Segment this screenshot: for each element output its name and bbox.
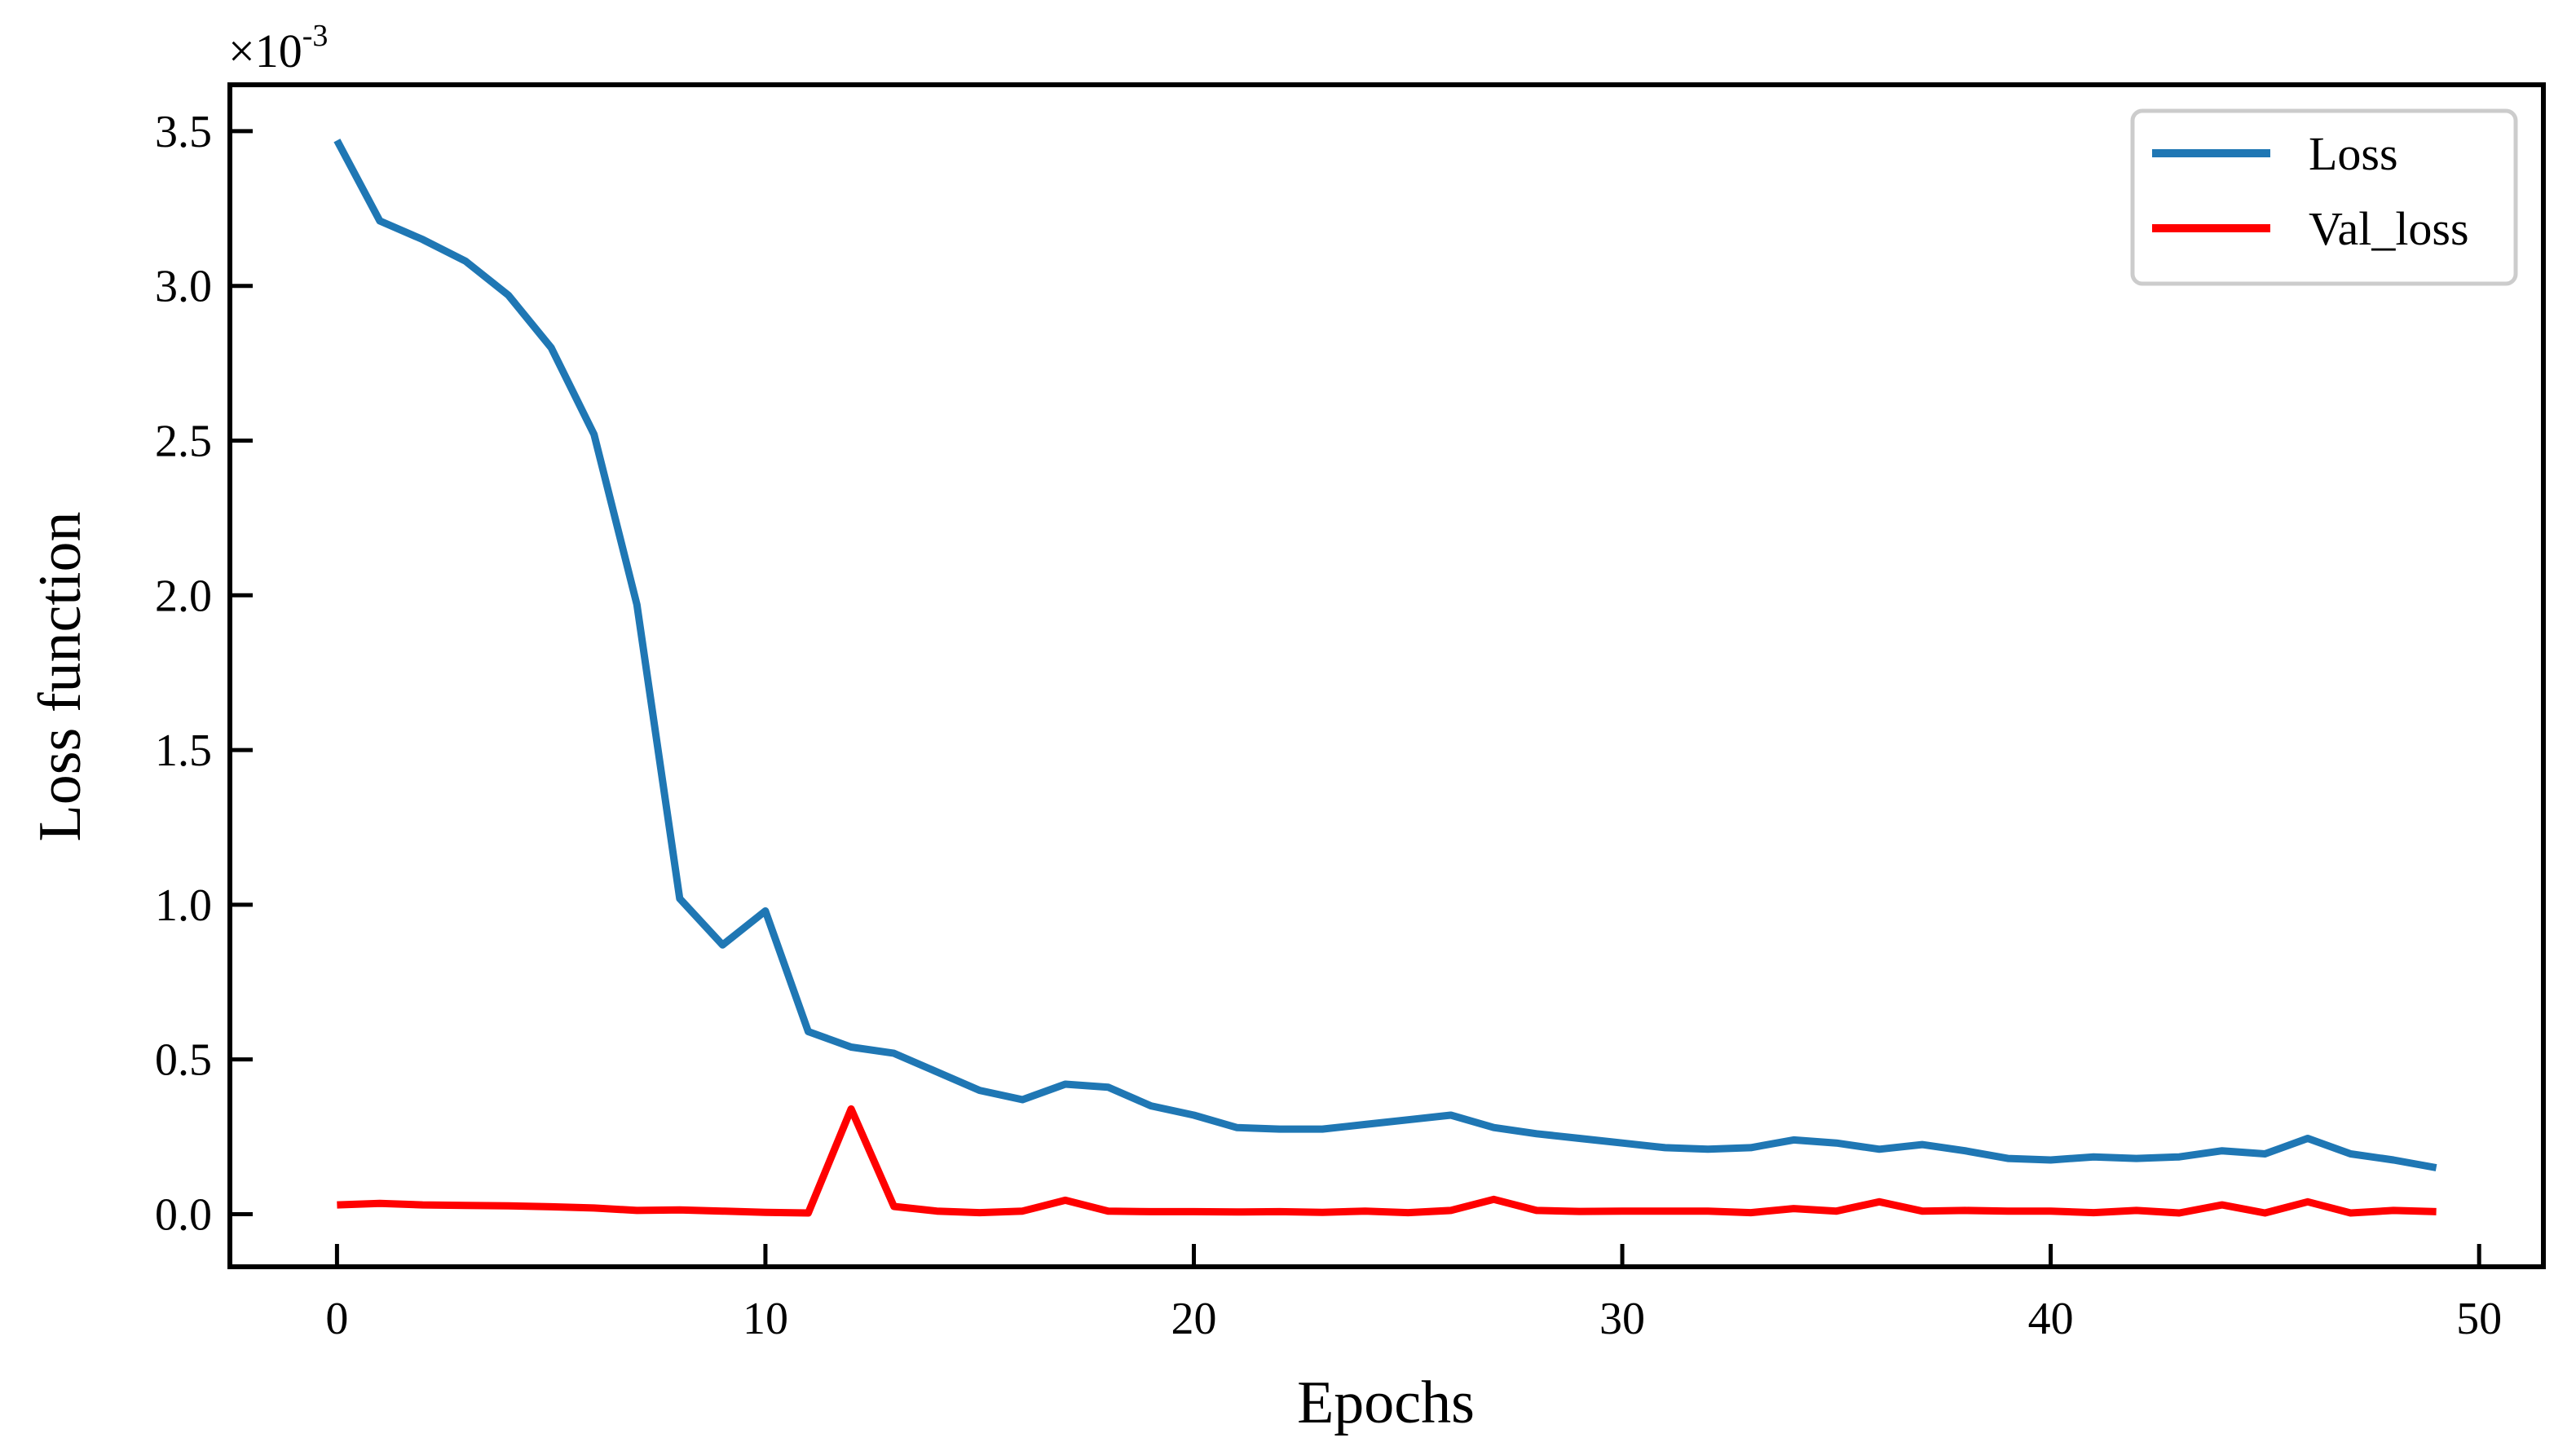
y-tick-label: 0.5 bbox=[155, 1035, 212, 1086]
legend-label-loss: Loss bbox=[2309, 127, 2398, 180]
y-tick-label: 3.0 bbox=[155, 262, 212, 312]
x-tick-label: 50 bbox=[2456, 1294, 2502, 1344]
y-tick-label: 0.0 bbox=[155, 1189, 212, 1240]
plot-frame bbox=[227, 82, 2546, 1269]
y-axis-label: Loss function bbox=[27, 512, 94, 842]
legend-label-val-loss: Val_loss bbox=[2309, 202, 2469, 255]
legend: Loss Val_loss bbox=[2130, 108, 2518, 286]
x-tick-label: 0 bbox=[325, 1294, 348, 1344]
series-line-loss bbox=[333, 139, 2437, 1171]
y-axis-multiplier: ×10-3 bbox=[228, 19, 328, 77]
x-tick-label: 40 bbox=[2028, 1294, 2074, 1344]
series-line-val-loss bbox=[337, 1105, 2437, 1217]
x-axis-label: Epochs bbox=[1297, 1369, 1475, 1436]
y-tick-label: 1.0 bbox=[155, 880, 212, 931]
y-tick-label: 2.5 bbox=[155, 417, 212, 467]
x-tick-label: 20 bbox=[1171, 1294, 1217, 1344]
y-tick-label: 2.0 bbox=[155, 571, 212, 621]
y-tick-label: 3.5 bbox=[155, 107, 212, 157]
x-tick-label: 30 bbox=[1599, 1294, 1645, 1344]
y-tick-label: 1.5 bbox=[155, 726, 212, 776]
x-tick-label: 10 bbox=[743, 1294, 788, 1344]
